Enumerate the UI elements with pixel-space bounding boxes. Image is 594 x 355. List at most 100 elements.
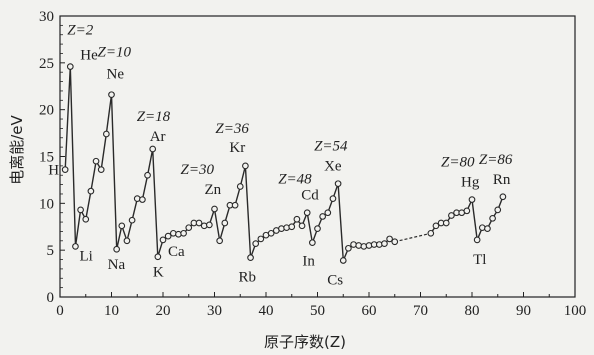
data-point bbox=[180, 229, 187, 237]
data-point bbox=[164, 232, 172, 240]
series-gap-line bbox=[394, 232, 431, 243]
element-labels: H He Li Ne Na Ar KCa Zn Kr Rb Cd In Xe Cs Hg Tl Rn Z=2 Z=1… bbox=[48, 23, 513, 289]
atomic-number-label: Z=54 bbox=[314, 139, 348, 155]
y-tick-label: 10 bbox=[39, 196, 54, 212]
element-label: Rb bbox=[239, 270, 257, 286]
data-point bbox=[247, 254, 254, 262]
x-tick-label: 20 bbox=[156, 303, 171, 319]
data-point bbox=[309, 239, 316, 247]
element-label: Xe bbox=[324, 159, 342, 175]
data-point bbox=[216, 237, 223, 245]
y-tick-label: 5 bbox=[47, 243, 55, 259]
x-tick-label: 50 bbox=[310, 303, 325, 319]
data-point bbox=[391, 238, 399, 246]
element-label: Ar bbox=[150, 129, 166, 145]
data-point bbox=[87, 187, 95, 195]
x-tick-label: 10 bbox=[104, 303, 119, 319]
data-point bbox=[149, 145, 157, 153]
data-point bbox=[185, 224, 193, 232]
element-label: H bbox=[48, 163, 59, 179]
data-point bbox=[303, 209, 311, 217]
data-point bbox=[288, 223, 296, 231]
data-point bbox=[123, 237, 131, 245]
atomic-number-label: Z=30 bbox=[181, 162, 215, 178]
data-point bbox=[242, 162, 249, 170]
element-label: Ca bbox=[168, 244, 185, 260]
data-point bbox=[77, 206, 84, 214]
data-point bbox=[267, 229, 275, 237]
element-label: Kr bbox=[229, 140, 245, 156]
data-point bbox=[489, 214, 496, 222]
data-point bbox=[442, 219, 450, 227]
data-series bbox=[61, 63, 507, 264]
element-label: He bbox=[80, 48, 98, 64]
element-label: Cd bbox=[301, 188, 319, 204]
x-tick-label: 30 bbox=[207, 303, 222, 319]
data-point bbox=[221, 219, 229, 227]
data-point bbox=[345, 244, 352, 252]
data-point bbox=[236, 183, 244, 190]
data-point bbox=[314, 225, 321, 232]
element-label: Na bbox=[108, 257, 126, 273]
y-tick-label: 15 bbox=[39, 150, 54, 166]
data-point bbox=[432, 222, 440, 230]
data-point bbox=[231, 201, 239, 209]
y-tick-label: 30 bbox=[39, 9, 54, 25]
data-point bbox=[128, 216, 136, 224]
atomic-number-label: Z=2 bbox=[67, 23, 93, 39]
data-point bbox=[386, 235, 393, 243]
y-axis-title: 电离能/eV bbox=[8, 114, 26, 184]
data-point bbox=[298, 222, 306, 230]
data-point bbox=[468, 196, 476, 203]
y-tick-label: 25 bbox=[39, 56, 54, 72]
element-label: Hg bbox=[461, 175, 480, 191]
data-point bbox=[473, 236, 481, 244]
x-tick-label: 0 bbox=[56, 303, 64, 319]
data-point bbox=[427, 229, 435, 237]
x-tick-label: 70 bbox=[413, 303, 428, 319]
data-point bbox=[381, 240, 388, 247]
data-point bbox=[144, 171, 151, 179]
data-point bbox=[463, 207, 471, 215]
atomic-number-label: Z=36 bbox=[215, 121, 249, 137]
data-point bbox=[448, 212, 455, 219]
data-point bbox=[206, 221, 213, 229]
element-label: Cs bbox=[327, 272, 343, 288]
y-tick-label: 20 bbox=[39, 103, 54, 119]
data-point bbox=[61, 166, 69, 173]
data-point bbox=[319, 213, 327, 220]
data-point bbox=[97, 166, 105, 173]
data-point bbox=[102, 130, 110, 138]
data-point bbox=[293, 215, 301, 223]
atomic-number-label: Z=86 bbox=[479, 152, 513, 168]
element-label: Li bbox=[79, 248, 92, 264]
data-point bbox=[154, 253, 162, 261]
data-point bbox=[113, 245, 120, 253]
data-point bbox=[72, 243, 79, 250]
data-point bbox=[118, 222, 126, 230]
data-point bbox=[339, 257, 347, 264]
data-point bbox=[211, 205, 218, 213]
element-label: In bbox=[302, 254, 315, 270]
data-point bbox=[252, 240, 260, 247]
y-tick-label: 0 bbox=[47, 290, 55, 306]
data-point bbox=[484, 225, 491, 232]
data-point bbox=[92, 157, 100, 165]
data-point bbox=[139, 196, 146, 203]
data-point bbox=[334, 180, 342, 188]
data-point bbox=[195, 219, 203, 227]
data-point bbox=[159, 236, 167, 244]
data-point bbox=[66, 63, 74, 70]
element-label: K bbox=[153, 265, 164, 281]
atomic-number-label: Z=80 bbox=[441, 155, 475, 171]
data-point bbox=[499, 193, 507, 201]
element-label: Ne bbox=[107, 67, 125, 83]
x-tick-label: 100 bbox=[564, 303, 587, 319]
atomic-number-label: Z=10 bbox=[98, 45, 132, 61]
x-tick-label: 40 bbox=[259, 303, 274, 319]
element-label: Zn bbox=[205, 182, 222, 198]
data-point bbox=[494, 206, 502, 214]
x-tick-label: 60 bbox=[362, 303, 377, 319]
